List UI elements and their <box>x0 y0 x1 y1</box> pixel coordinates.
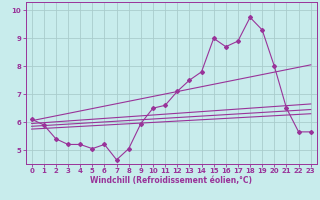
X-axis label: Windchill (Refroidissement éolien,°C): Windchill (Refroidissement éolien,°C) <box>90 176 252 185</box>
